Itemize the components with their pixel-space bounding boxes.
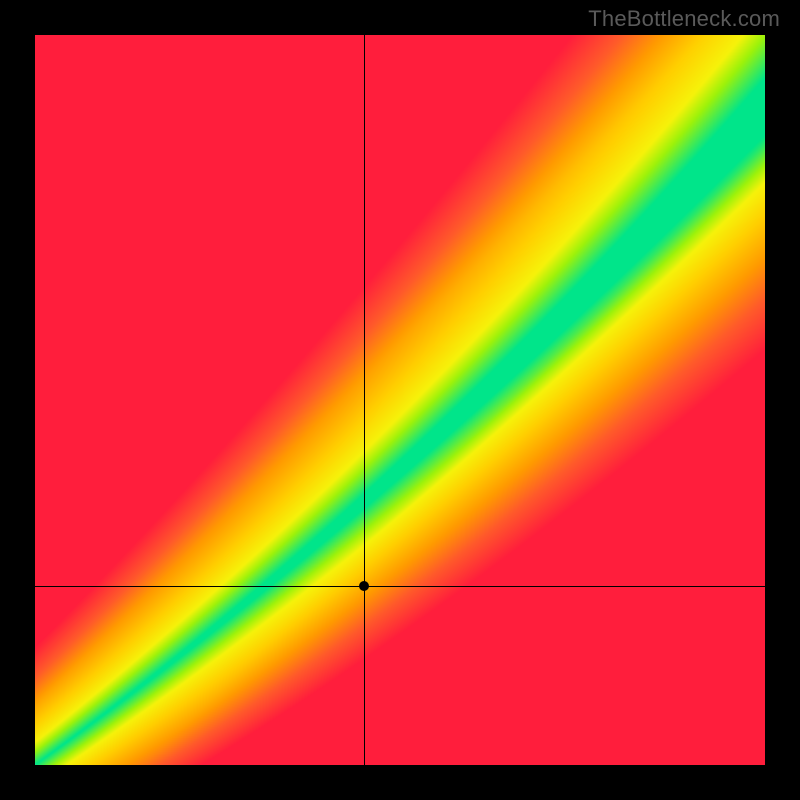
crosshair-horizontal — [35, 586, 765, 587]
stage: TheBottleneck.com — [0, 0, 800, 800]
source-watermark: TheBottleneck.com — [588, 6, 780, 32]
crosshair-marker — [359, 581, 369, 591]
heatmap-plot — [35, 35, 765, 765]
crosshair-vertical — [364, 35, 365, 765]
heatmap-canvas — [35, 35, 765, 765]
